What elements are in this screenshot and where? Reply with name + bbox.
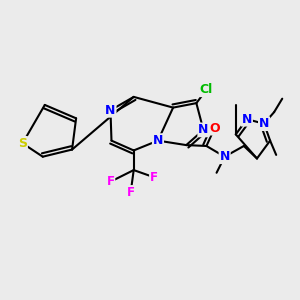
Text: N: N: [220, 150, 230, 163]
Text: N: N: [153, 134, 163, 147]
Text: F: F: [150, 171, 158, 184]
Text: F: F: [127, 186, 135, 199]
Text: N: N: [105, 104, 116, 117]
Text: O: O: [209, 122, 220, 135]
Text: S: S: [18, 137, 27, 150]
Text: Cl: Cl: [200, 83, 213, 96]
Text: N: N: [259, 117, 269, 130]
Text: N: N: [198, 123, 208, 136]
Text: F: F: [106, 175, 115, 188]
Text: N: N: [242, 113, 252, 126]
